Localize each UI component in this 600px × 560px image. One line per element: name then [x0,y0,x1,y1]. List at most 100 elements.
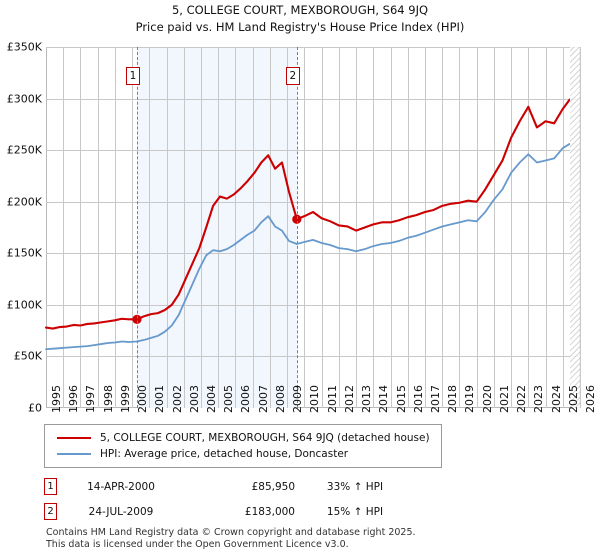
x-axis-tick-label: 2020 [480,385,494,413]
gridline-vertical [407,47,409,408]
gridline-horizontal [46,47,580,48]
gridline-horizontal [46,253,580,255]
y-axis-tick-label: £300K [6,92,42,106]
x-axis-tick-label: 2004 [205,385,219,413]
gridline-vertical [338,47,340,408]
gridline-vertical [562,47,564,408]
series-line-hpi [45,143,571,351]
plot-area [44,47,581,408]
transaction-date-2: 24-JUL-2009 [88,505,154,518]
gridline-vertical [252,47,254,408]
gridline-vertical [201,47,203,408]
legend-swatch-blue [57,453,91,455]
x-axis-tick-label: 1996 [67,385,81,413]
x-axis-tick-label: 2015 [394,385,408,413]
projection-hatch-band [569,47,580,408]
y-axis-tick-label: £0 [28,401,42,415]
transaction-price-1: £85,950 [251,480,295,493]
gridline-vertical [459,47,461,408]
transaction-date-1: 14-APR-2000 [87,480,155,493]
plot-background [46,47,580,408]
footer-line-1: Contains HM Land Registry data © Crown c… [46,527,416,538]
gridline-vertical [476,47,478,408]
y-axis-tick-label: £350K [6,40,42,54]
x-axis-tick-label: 2018 [446,385,460,413]
transaction-price-2: £183,000 [244,505,295,518]
gridline-vertical [528,47,530,408]
legend-label-property: 5, COLLEGE COURT, MEXBOROUGH, S64 9JQ (d… [100,432,430,444]
x-axis-tick-label: 2005 [222,385,236,413]
gridline-vertical [235,47,237,408]
x-axis-tick-label: 2026 [584,385,597,413]
legend-item-hpi: HPI: Average price, detached house, Donc… [53,446,433,462]
x-axis-tick-label: 2011 [325,385,339,413]
legend-item-property: 5, COLLEGE COURT, MEXBOROUGH, S64 9JQ (d… [53,430,433,446]
gridline-vertical [493,47,495,408]
chart-legend: 5, COLLEGE COURT, MEXBOROUGH, S64 9JQ (d… [44,424,442,468]
x-axis-tick-label: 2002 [170,385,184,413]
gridline-vertical [183,47,185,408]
gridline-vertical [166,47,168,408]
x-axis-tick-label: 2000 [136,385,150,413]
gridline-horizontal [46,304,580,306]
x-axis-tick-label: 2021 [497,385,511,413]
gridline-vertical [80,47,82,408]
x-axis-tick-label: 2025 [566,385,580,413]
x-axis-tick-label: 2017 [428,385,442,413]
x-axis-tick-label: 2006 [239,385,253,413]
x-axis-tick-label: 2012 [342,385,356,413]
x-axis-tick-label: 2014 [377,385,391,413]
x-axis-tick-label: 2024 [549,385,563,413]
x-axis-tick-label: 2022 [515,385,529,413]
title-line-2: Price paid vs. HM Land Registry's House … [135,20,465,34]
gridline-horizontal [46,98,580,100]
gridline-vertical [356,47,358,408]
title-line-1: 5, COLLEGE COURT, MEXBOROUGH, S64 9JQ [171,3,429,17]
x-axis-tick-label: 1998 [101,385,115,413]
transaction-badge-1: 1 [44,478,57,495]
gridline-vertical [442,47,444,408]
page-title: 5, COLLEGE COURT, MEXBOROUGH, S64 9JQ Pr… [0,2,600,36]
transaction-marker-box-1[interactable]: 1 [125,67,140,85]
x-axis-tick-label: 1995 [50,385,63,413]
gridline-vertical [269,47,271,408]
x-axis-tick-label: 2001 [153,385,167,413]
x-axis-tick-label: 2009 [291,385,305,413]
gridline-vertical [97,47,99,408]
gridline-vertical [304,47,306,408]
gridline-horizontal [46,201,580,203]
gridline-vertical [511,47,513,408]
gridline-vertical [218,47,220,408]
table-row: 1 14-APR-2000 £85,950 33% ↑ HPI [44,474,474,499]
y-axis-tick-label: £250K [6,143,42,157]
transaction-hpi-2: 15% ↑ HPI [326,505,384,518]
gridline-horizontal [46,356,580,358]
transaction-vertical-line [296,47,298,408]
gridline-vertical [114,47,116,408]
gridline-vertical [132,47,134,408]
transaction-hpi-1: 33% ↑ HPI [326,480,384,493]
gridline-vertical [63,47,65,408]
transactions-table: 1 14-APR-2000 £85,950 33% ↑ HPI 2 24-JUL… [44,474,474,524]
chart-container: £0 £50K £100K £150K £200K £250K £300K £350K 199… [0,36,600,415]
gridline-vertical [287,47,289,408]
x-axis-tick-label: 1999 [118,385,132,413]
x-axis-tick-label: 1997 [84,385,98,413]
gridline-vertical [321,47,323,408]
gridline-horizontal [46,150,580,152]
transaction-marker-box-2[interactable]: 2 [285,67,300,85]
transaction-vertical-line [136,47,138,408]
series-line-property [44,98,571,330]
gridline-vertical [390,47,392,408]
table-row: 2 24-JUL-2009 £183,000 15% ↑ HPI [44,499,474,524]
legend-label-hpi: HPI: Average price, detached house, Donc… [100,448,349,460]
legend-swatch-red [57,437,91,439]
footer-attribution: Contains HM Land Registry data © Crown c… [46,527,566,550]
x-axis-tick-label: 2007 [256,385,270,413]
transaction-badge-2: 2 [44,503,57,520]
y-axis-tick-label: £100K [6,298,42,312]
x-axis-tick-label: 2003 [187,385,201,413]
gridline-vertical [580,47,581,408]
gridline-vertical [149,47,151,408]
